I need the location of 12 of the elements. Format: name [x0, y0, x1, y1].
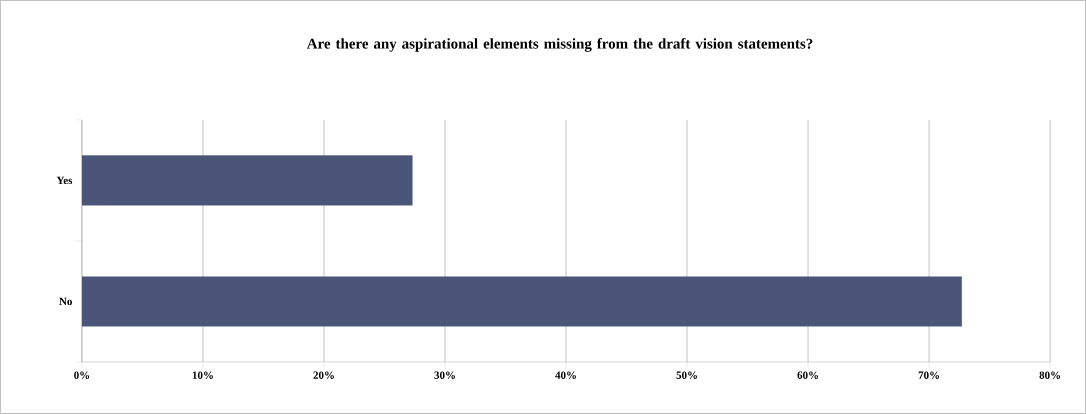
y-tick-label: Yes — [56, 176, 73, 185]
x-tick-label: 30% — [434, 371, 455, 379]
x-tick-label: 10% — [192, 371, 213, 379]
chart-title: Are there any aspirational elements missing from the draft vision statements? — [306, 38, 813, 52]
x-tick-label: 40% — [555, 371, 576, 379]
x-tick-label: 70% — [918, 371, 939, 379]
x-tick-label: 60% — [797, 371, 818, 379]
x-tick-label: 50% — [676, 371, 697, 379]
y-tick-label: No — [59, 297, 72, 306]
x-tick-label: 0% — [74, 371, 90, 379]
x-tick-label: 20% — [313, 371, 334, 379]
x-tick-label: 80% — [1039, 371, 1061, 379]
